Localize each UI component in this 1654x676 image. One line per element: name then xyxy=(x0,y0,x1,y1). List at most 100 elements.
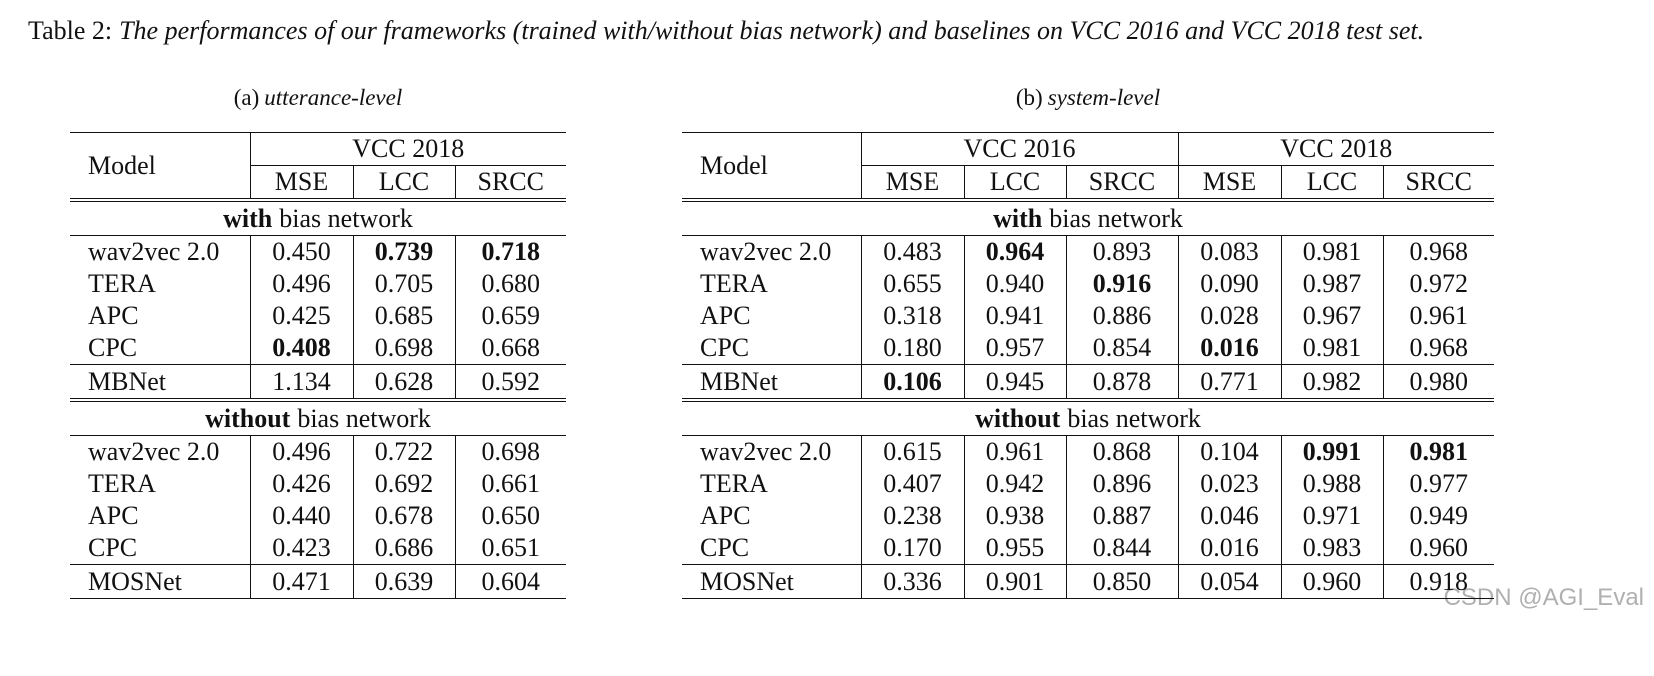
metric-value: 0.450 xyxy=(249,235,353,268)
metric-value: 0.680 xyxy=(454,268,567,300)
metric-value: 0.968 xyxy=(1382,332,1495,365)
header-row: MSE LCC SRCC xyxy=(70,165,567,200)
metric-value: 0.960 xyxy=(1382,532,1495,565)
metric-value: 0.678 xyxy=(352,500,455,532)
model-name: APC xyxy=(700,301,751,330)
data-row: wav2vec 2.0 0.483 0.964 0.893 0.083 0.981 0.96… xyxy=(682,235,1495,268)
column-header: SRCC xyxy=(454,165,567,200)
metric-value: 0.722 xyxy=(352,435,455,468)
column-header: MSE xyxy=(860,165,964,200)
model-name: APC xyxy=(88,301,139,330)
data-row: CPC 0.170 0.955 0.844 0.016 0.983 0.960 xyxy=(682,532,1495,565)
metric-value: 0.238 xyxy=(860,500,964,532)
section-title: with bias network xyxy=(682,198,1495,236)
metric-value: 0.496 xyxy=(249,268,353,300)
section-row: without bias network xyxy=(682,398,1495,436)
group-header: VCC 2018 xyxy=(1177,132,1495,166)
model-name: MBNet xyxy=(70,364,250,400)
group-header: VCC 2018 xyxy=(249,132,567,166)
metric-value: 0.941 xyxy=(963,300,1066,332)
metric-value: 0.893 xyxy=(1065,235,1178,268)
metric-value: 0.083 xyxy=(1177,235,1281,268)
metric-value: 0.106 xyxy=(860,364,964,400)
metric-value: 0.983 xyxy=(1280,532,1383,565)
metric-value: 0.028 xyxy=(1177,300,1281,332)
metric-value: 0.971 xyxy=(1280,500,1383,532)
data-row: APC 0.440 0.678 0.650 xyxy=(70,500,567,532)
model-name: CPC xyxy=(88,533,138,562)
metric-value: 0.698 xyxy=(352,332,455,365)
metric-value: 0.938 xyxy=(963,500,1066,532)
metric-value: 0.916 xyxy=(1065,268,1178,300)
model-name: MOSNet xyxy=(682,564,861,599)
data-row: MOSNet 0.336 0.901 0.850 0.054 0.960 0.918 xyxy=(682,564,1495,599)
metric-value: 0.705 xyxy=(352,268,455,300)
metric-value: 0.426 xyxy=(249,468,353,500)
metric-value: 0.655 xyxy=(860,268,964,300)
section-title: without bias network xyxy=(682,398,1495,436)
section-row: with bias network xyxy=(682,198,1495,236)
metric-value: 0.440 xyxy=(249,500,353,532)
metric-value: 0.650 xyxy=(454,500,567,532)
data-row: wav2vec 2.0 0.450 0.739 0.718 xyxy=(70,235,567,268)
metric-value: 0.980 xyxy=(1382,364,1495,400)
metric-value: 0.960 xyxy=(1280,564,1383,599)
section-title-rest: bias network xyxy=(1049,203,1183,233)
metric-value: 0.628 xyxy=(352,364,455,400)
model-name: APC xyxy=(88,501,139,530)
metric-value: 0.850 xyxy=(1065,564,1178,599)
column-header: LCC xyxy=(963,165,1066,200)
model-name: MBNet xyxy=(682,364,861,400)
data-row: APC 0.425 0.685 0.659 xyxy=(70,300,567,332)
metric-value: 0.718 xyxy=(454,235,567,268)
metric-value: 0.423 xyxy=(249,532,353,565)
metric-value: 0.483 xyxy=(860,235,964,268)
metric-value: 0.023 xyxy=(1177,468,1281,500)
subcaption: (b) system-level xyxy=(682,85,1494,132)
model-name: TERA xyxy=(700,269,768,298)
data-row: TERA 0.426 0.692 0.661 xyxy=(70,468,567,500)
section-title-rest: bias network xyxy=(1067,403,1201,433)
metric-value: 0.407 xyxy=(860,468,964,500)
section-title-bold: without xyxy=(205,403,291,433)
metric-value: 0.955 xyxy=(963,532,1066,565)
model-name: wav2vec 2.0 xyxy=(700,437,832,466)
column-header: SRCC xyxy=(1065,165,1178,200)
metric-value: 0.896 xyxy=(1065,468,1178,500)
metric-value: 0.686 xyxy=(352,532,455,565)
metric-value: 0.668 xyxy=(454,332,567,365)
metric-value: 0.698 xyxy=(454,435,567,468)
section-title-rest: bias network xyxy=(279,203,413,233)
metric-value: 0.016 xyxy=(1177,532,1281,565)
column-header: LCC xyxy=(352,165,455,200)
metric-value: 1.134 xyxy=(249,364,353,400)
metric-value: 0.942 xyxy=(963,468,1066,500)
model-name: wav2vec 2.0 xyxy=(700,237,832,266)
results-table: Model VCC 2016 VCC 2018 MSE LCC SRCC MSE LCC SRC… xyxy=(682,132,1495,599)
metric-value: 0.981 xyxy=(1280,235,1383,268)
data-row: TERA 0.407 0.942 0.896 0.023 0.988 0.977 xyxy=(682,468,1495,500)
caption-text: The performances of our frameworks (trai… xyxy=(119,16,1425,45)
metric-value: 0.739 xyxy=(352,235,455,268)
metric-value: 0.054 xyxy=(1177,564,1281,599)
data-row: MOSNet 0.471 0.639 0.604 xyxy=(70,564,567,599)
metric-value: 0.901 xyxy=(963,564,1066,599)
metric-value: 0.982 xyxy=(1280,364,1383,400)
metric-value: 0.639 xyxy=(352,564,455,599)
header-row: Model VCC 2016 VCC 2018 xyxy=(682,132,1495,180)
metric-value: 0.987 xyxy=(1280,268,1383,300)
model-name: APC xyxy=(700,501,751,530)
metric-value: 0.318 xyxy=(860,300,964,332)
section-title-rest: bias network xyxy=(297,403,431,433)
metric-value: 0.425 xyxy=(249,300,353,332)
model-name: CPC xyxy=(700,333,750,362)
header-row: MSE LCC SRCC MSE LCC SRCC xyxy=(682,165,1495,200)
header-cell: Model xyxy=(700,150,768,180)
header-cell: Model xyxy=(88,150,156,180)
metric-value: 0.991 xyxy=(1280,435,1383,468)
metric-value: 0.868 xyxy=(1065,435,1178,468)
data-row: CPC 0.180 0.957 0.854 0.016 0.981 0.968 xyxy=(682,332,1495,365)
group-header: VCC 2016 xyxy=(860,132,1178,166)
metric-value: 0.854 xyxy=(1065,332,1178,365)
results-table: Model VCC 2018 MSE LCC SRCC with bias network w… xyxy=(70,132,567,599)
